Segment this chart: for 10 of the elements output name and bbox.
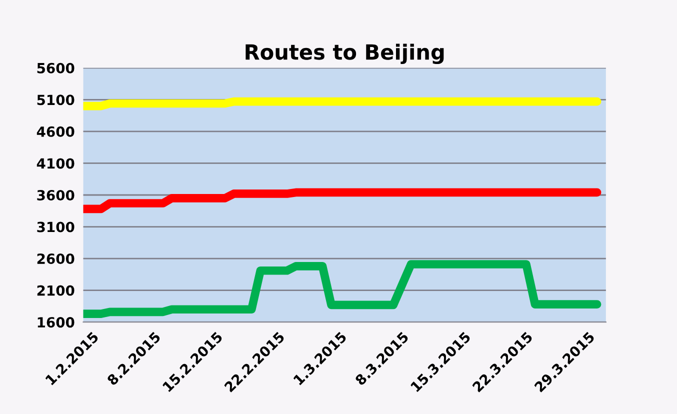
y-tick-label: 3100: [37, 222, 74, 232]
y-tick-label: 2100: [37, 285, 74, 296]
chart-title: Routes to Beijing: [246, 44, 444, 64]
y-tick-label: 5600: [37, 62, 74, 74]
y-tick-label: 4600: [36, 126, 74, 137]
y-tick-label: 1600: [38, 317, 74, 328]
y-tick-label: 3600: [37, 190, 74, 200]
y-tick-label: 5100: [37, 94, 74, 106]
y-tick-label: 4100: [36, 158, 74, 169]
y-tick-label: 2600: [37, 254, 74, 264]
